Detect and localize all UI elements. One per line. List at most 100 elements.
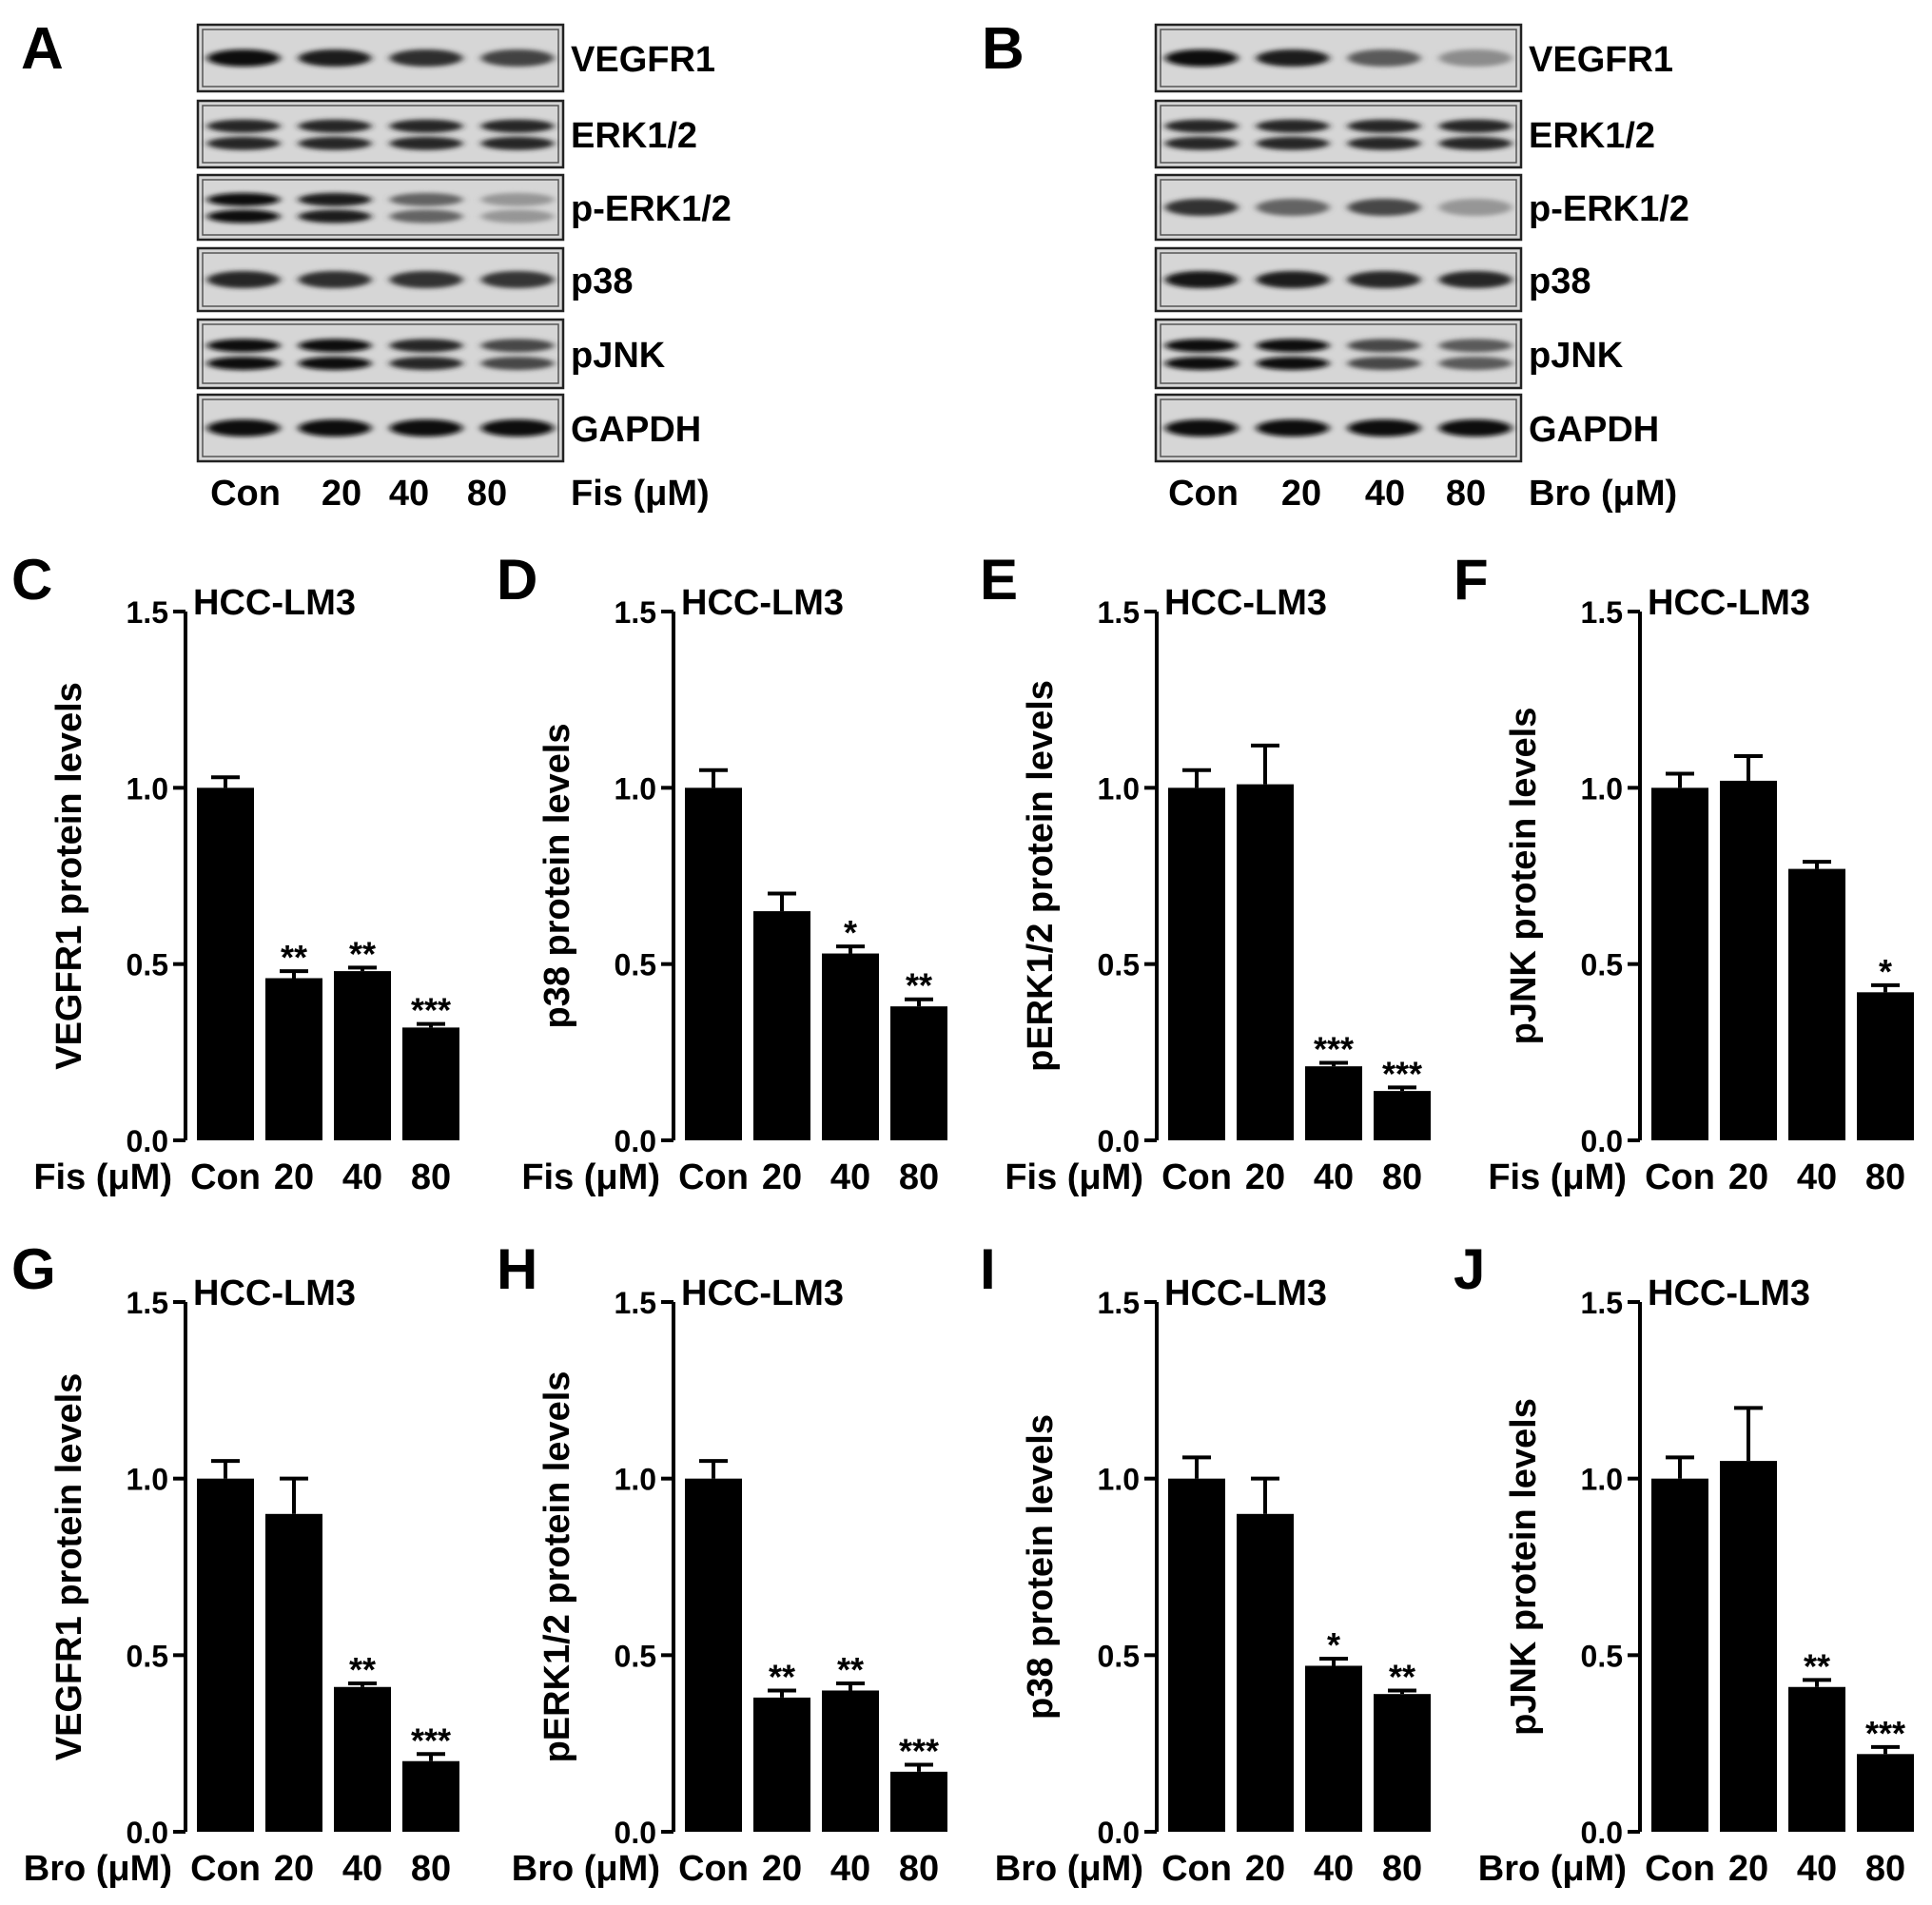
- blot-protein-label: VEGFR1: [1529, 40, 1673, 80]
- significance-label: **: [1389, 1657, 1415, 1696]
- blot-band: [1438, 339, 1512, 353]
- y-tick-label: 1.0: [1098, 771, 1140, 806]
- blot-band: [1438, 419, 1512, 437]
- blot-band: [298, 357, 372, 371]
- y-tick-label: 1.0: [127, 1463, 168, 1497]
- x-tick-label: 80: [899, 1849, 939, 1889]
- blot-band: [206, 419, 281, 437]
- blot-band: [1347, 199, 1421, 216]
- blot-frame: [196, 173, 565, 242]
- blot-band: [1164, 271, 1239, 288]
- blot-lane-label: 80: [467, 474, 507, 514]
- blot-lane-label: Con: [1168, 474, 1239, 514]
- y-tick-label: 0.5: [1581, 1639, 1623, 1673]
- blot-band: [480, 419, 555, 437]
- chart-title: HCC-LM3: [1648, 1273, 1810, 1313]
- blot-band: [206, 357, 281, 371]
- blot-band: [1256, 119, 1330, 133]
- blot-inner-frame: [1160, 252, 1517, 307]
- y-axis-label: p38 protein levels: [537, 723, 577, 1028]
- blot-band: [1347, 136, 1421, 150]
- x-axis-label: Fis (μM): [33, 1157, 172, 1197]
- bar: [265, 1513, 322, 1832]
- blot-protein-label: ERK1/2: [571, 116, 697, 156]
- panel-letter: H: [497, 1237, 537, 1301]
- bar-chart-g: G HCC-LM3 0.0 0.5 1.0 1.5 VEGFR1 protein level…: [11, 1237, 459, 1889]
- blot-band: [298, 136, 372, 150]
- x-axis-label: Fis (μM): [1005, 1157, 1143, 1197]
- chart-title: HCC-LM3: [1164, 583, 1327, 623]
- blot-frame: [196, 99, 565, 169]
- blot-panel-b: B VEGFR1 ERK1/2 p-ERK1/2 p38 pJNK GAPDH Con 20 40…: [982, 16, 1689, 514]
- blot-band: [206, 209, 281, 224]
- y-tick-label: 0.0: [615, 1124, 656, 1158]
- bar: [1788, 1686, 1845, 1832]
- y-tick-label: 1.5: [1581, 1286, 1623, 1320]
- blot-band: [206, 271, 281, 288]
- blot-band: [298, 209, 372, 224]
- bar: [402, 1760, 459, 1832]
- y-tick-label: 0.0: [127, 1124, 168, 1158]
- significance-label: ***: [1382, 1054, 1422, 1093]
- x-tick-label: 20: [1728, 1849, 1768, 1889]
- x-tick-label: 40: [1314, 1157, 1354, 1197]
- significance-label: ***: [411, 1720, 451, 1759]
- blot-inner-frame: [202, 323, 559, 384]
- chart-title: HCC-LM3: [681, 583, 844, 623]
- x-axis-label: Bro (μM): [512, 1849, 660, 1889]
- blot-inner-frame: [1160, 323, 1517, 384]
- blot-band: [1347, 357, 1421, 371]
- blot-band: [206, 339, 281, 353]
- y-axis-label: VEGFR1 protein levels: [49, 1373, 89, 1761]
- blot-protein-label: GAPDH: [1529, 410, 1659, 450]
- y-tick-label: 0.0: [1581, 1816, 1623, 1850]
- blot-band: [298, 49, 372, 67]
- blot-band: [480, 339, 555, 353]
- x-axis-label: Bro (μM): [1478, 1849, 1627, 1889]
- blot-band: [1256, 199, 1330, 216]
- x-tick-label: Con: [190, 1157, 261, 1197]
- y-tick-label: 1.0: [1098, 1463, 1140, 1497]
- significance-label: *: [1327, 1625, 1340, 1664]
- blot-band: [1164, 199, 1239, 216]
- panel-letter: I: [980, 1237, 996, 1301]
- bar: [402, 1027, 459, 1140]
- bar: [1788, 868, 1845, 1140]
- y-tick-label: 0.0: [127, 1816, 168, 1850]
- x-tick-label: Con: [678, 1157, 749, 1197]
- bar: [1168, 787, 1225, 1140]
- x-tick-label: 80: [411, 1849, 451, 1889]
- panel-letter: F: [1454, 548, 1489, 612]
- y-tick-label: 1.5: [1098, 1286, 1140, 1320]
- blot-protein-label: p38: [571, 262, 633, 301]
- blot-band: [389, 49, 463, 67]
- bar: [822, 1690, 879, 1832]
- y-axis-label: p38 protein levels: [1021, 1414, 1061, 1720]
- blot-band: [480, 192, 555, 206]
- x-tick-label: 80: [1865, 1849, 1905, 1889]
- x-axis-label: Fis (μM): [1488, 1157, 1627, 1197]
- significance-label: ***: [411, 991, 451, 1030]
- bar: [197, 1478, 254, 1832]
- blot-band: [480, 119, 555, 133]
- blot-band: [1256, 419, 1330, 437]
- y-tick-label: 1.0: [127, 771, 168, 806]
- x-tick-label: 80: [1865, 1157, 1905, 1197]
- blot-inner-frame: [202, 398, 559, 457]
- x-tick-label: 20: [762, 1849, 802, 1889]
- blot-treatment-label: Bro (μM): [1529, 474, 1677, 514]
- blot-frame: [1154, 99, 1523, 169]
- blot-band: [1164, 357, 1239, 371]
- bar: [1168, 1478, 1225, 1832]
- x-axis-label: Bro (μM): [24, 1849, 172, 1889]
- significance-label: ***: [1314, 1029, 1354, 1068]
- bar: [1720, 1461, 1777, 1832]
- blot-band: [1438, 136, 1512, 150]
- bar: [822, 953, 879, 1140]
- chart-title: HCC-LM3: [193, 583, 356, 623]
- blot-inner-frame: [1160, 179, 1517, 236]
- blot-band: [1347, 339, 1421, 353]
- blot-protein-label: pJNK: [1529, 336, 1624, 376]
- blot-band: [206, 136, 281, 150]
- bar: [334, 1686, 391, 1832]
